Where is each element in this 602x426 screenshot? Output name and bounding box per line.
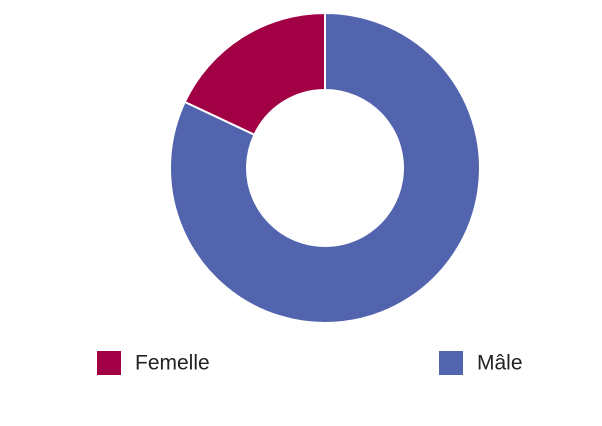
legend-label: Femelle (135, 352, 210, 375)
donut-slice (183, 11, 326, 137)
legend-swatch (439, 351, 463, 375)
legend-swatch (97, 351, 121, 375)
donut-slice (169, 11, 481, 324)
legend-label: Mâle (477, 352, 523, 375)
